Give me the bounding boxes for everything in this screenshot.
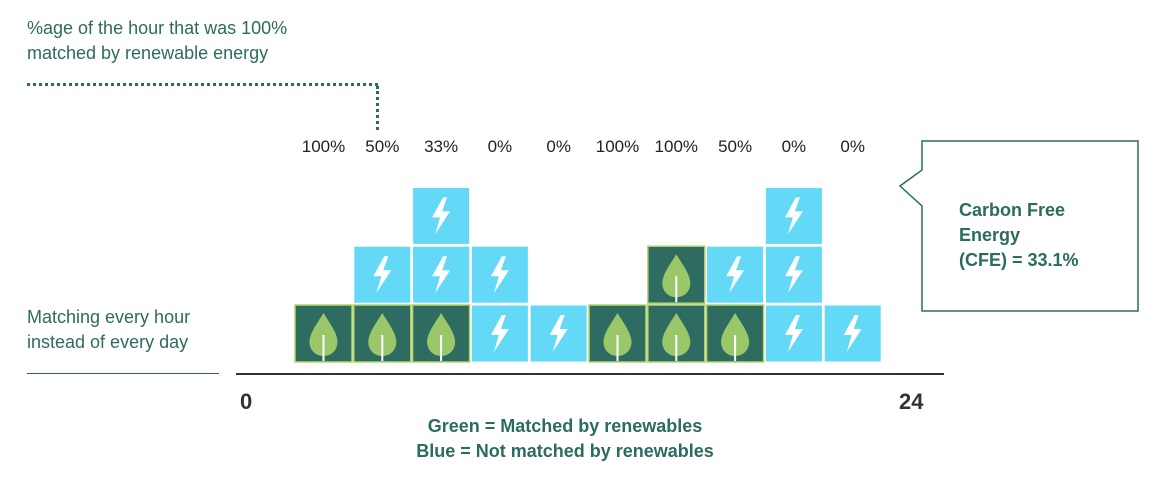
percentage-label: 0%	[840, 137, 865, 156]
matched-block	[294, 304, 353, 363]
lightning-icon	[490, 315, 509, 352]
matched-block	[647, 304, 706, 363]
percentage-labels: 100% 50% 33% 0% 0% 100% 100% 50% 0% 0%	[0, 137, 1153, 159]
callout-text: Carbon Free Energy (CFE) = 33.1%	[959, 198, 1079, 273]
dotted-leader-vertical	[376, 86, 379, 130]
matched-block	[647, 245, 706, 304]
lightning-icon	[549, 315, 568, 352]
not-matched-block	[470, 245, 529, 304]
matched-block	[705, 304, 765, 363]
legend-green: Green = Matched by renewables	[427, 416, 703, 436]
legend: Green = Matched by renewables Blue = Not…	[0, 414, 1130, 464]
x-axis-start-label: 0	[240, 389, 253, 414]
percentage-label: 0%	[781, 137, 807, 156]
not-matched-block	[412, 245, 471, 304]
not-matched-block	[764, 186, 823, 245]
not-matched-block	[353, 245, 412, 304]
percentage-label: 0%	[546, 137, 571, 156]
dotted-leader-horizontal	[27, 83, 378, 86]
percentage-label: 50%	[718, 137, 753, 156]
percentage-label: 33%	[424, 137, 459, 156]
percentage-label: 100%	[595, 137, 640, 156]
callout-line-3: (CFE) = 33.1%	[959, 250, 1079, 270]
left-note-line-1: Matching every hour	[27, 307, 191, 327]
not-matched-block	[412, 186, 471, 245]
top-note-line-1: %age of the hour that was 100%	[27, 18, 288, 38]
lightning-icon	[843, 315, 862, 352]
left-note: Matching every hour instead of every day	[27, 305, 190, 355]
leaf-icon	[721, 313, 750, 356]
lightning-icon	[432, 197, 451, 235]
percentage-label: 100%	[654, 137, 699, 156]
callout-line-1: Carbon Free	[959, 200, 1066, 220]
percentage-label: 0%	[487, 137, 513, 156]
leaf-icon	[368, 313, 397, 356]
callout-box	[898, 140, 1139, 312]
left-note-line-2: instead of every day	[27, 332, 189, 352]
x-axis-end-label: 24	[899, 389, 924, 414]
matched-block	[588, 304, 647, 363]
lightning-icon	[373, 256, 392, 294]
percentage-label: 100%	[301, 137, 346, 156]
matched-block	[411, 304, 471, 363]
left-note-underline	[27, 373, 219, 374]
percentage-label: 50%	[365, 137, 400, 156]
lightning-icon	[432, 256, 451, 294]
lightning-icon	[726, 256, 745, 294]
leaf-icon	[603, 313, 632, 356]
lightning-icon	[784, 256, 803, 294]
leaf-icon	[309, 313, 338, 356]
lightning-icon	[490, 256, 509, 294]
leaf-icon	[662, 254, 691, 298]
not-matched-block	[706, 245, 765, 304]
not-matched-block	[470, 304, 529, 363]
not-matched-block	[764, 304, 823, 363]
not-matched-block	[764, 245, 823, 304]
x-axis-line	[236, 373, 944, 375]
not-matched-block	[529, 304, 588, 363]
matched-block	[353, 304, 412, 363]
legend-blue: Blue = Not matched by renewables	[416, 441, 714, 461]
lightning-icon	[784, 315, 803, 352]
lightning-icon	[784, 197, 803, 235]
top-note: %age of the hour that was 100% matched b…	[27, 16, 287, 66]
leaf-icon	[662, 313, 691, 356]
not-matched-block	[823, 304, 882, 363]
leaf-icon	[427, 313, 456, 356]
top-note-line-2: matched by renewable energy	[27, 43, 269, 63]
callout-line-2: Energy	[959, 225, 1021, 245]
